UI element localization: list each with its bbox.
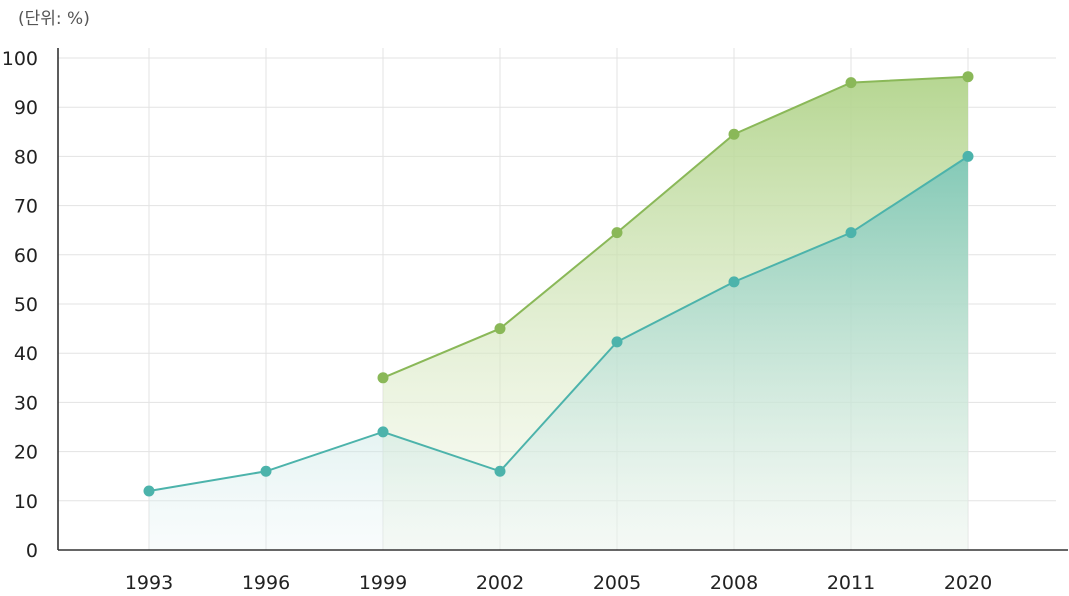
series-lines <box>148 75 969 492</box>
data-point <box>611 336 623 348</box>
y-tick-label: 30 <box>14 392 38 414</box>
data-point <box>611 227 623 239</box>
x-tick-label: 2002 <box>476 572 524 594</box>
x-tick-label: 1999 <box>359 572 407 594</box>
data-point <box>143 485 155 497</box>
data-point <box>728 128 740 140</box>
y-tick-label: 50 <box>14 294 38 316</box>
x-tick-label: 2008 <box>710 572 758 594</box>
data-point <box>845 77 857 89</box>
x-tick-label: 2011 <box>827 572 875 594</box>
data-point <box>728 276 740 288</box>
series-line <box>148 155 969 492</box>
area-fills <box>149 76 968 550</box>
series-area <box>149 156 968 549</box>
data-point <box>260 465 272 477</box>
data-point <box>377 426 389 438</box>
y-tick-label: 0 <box>26 540 38 562</box>
y-tick-label: 70 <box>14 196 38 218</box>
tick-labels: 0 10 20 30 40 50 60 70 80 90 100 1993 1996 1999 2002 20… <box>2 48 992 594</box>
data-point <box>494 323 506 335</box>
data-point <box>377 372 389 384</box>
data-points <box>143 71 974 497</box>
x-tick-label: 1996 <box>242 572 290 594</box>
data-point <box>845 227 857 239</box>
data-point <box>962 71 974 83</box>
y-tick-label: 90 <box>14 97 38 119</box>
y-tick-label: 40 <box>14 343 38 365</box>
series-line <box>382 75 969 379</box>
axes <box>57 48 1068 551</box>
unit-label: (단위: %) <box>18 9 90 29</box>
x-tick-label: 2020 <box>944 572 992 594</box>
x-tick-label: 1993 <box>125 572 173 594</box>
data-point <box>962 150 974 162</box>
y-tick-label: 20 <box>14 442 38 464</box>
y-tick-label: 60 <box>14 245 38 267</box>
data-point <box>494 465 506 477</box>
y-tick-label: 80 <box>14 146 38 168</box>
y-tick-label: 100 <box>2 48 38 70</box>
y-tick-label: 10 <box>14 491 38 513</box>
x-tick-label: 2005 <box>593 572 641 594</box>
